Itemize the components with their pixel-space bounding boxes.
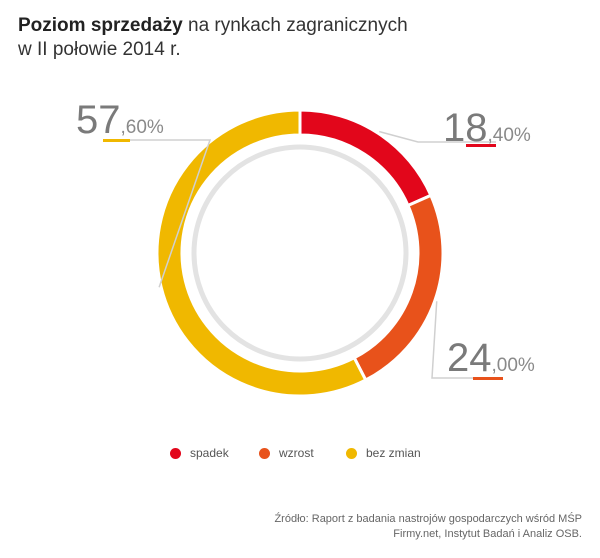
legend-dot-bez-zmian <box>346 447 357 459</box>
label-accent-wzrost <box>473 377 503 380</box>
legend-label-wzrost: wzrost <box>279 446 314 460</box>
data-label-big-bez-zmian: 57 <box>76 98 121 142</box>
data-label-small-wzrost: ,00% <box>492 355 535 376</box>
legend-item-wzrost: wzrost <box>259 446 314 460</box>
label-accent-spadek <box>466 144 496 147</box>
data-label-bez-zmian: 57,60% <box>76 98 164 142</box>
data-label-small-bez-zmian: ,60% <box>121 117 164 138</box>
slice-bez-zmian <box>155 108 368 398</box>
chart-title-rest: na rynkach zagranicznych <box>182 15 408 36</box>
leader-line-spadek <box>379 130 496 143</box>
label-accent-bez-zmian <box>103 139 130 142</box>
data-label-spadek: 18,40% <box>443 106 531 150</box>
data-label-wzrost: 24,00% <box>447 336 535 380</box>
legend: spadek wzrost bez zmian <box>0 446 600 466</box>
legend-item-spadek: spadek <box>170 446 229 460</box>
legend-dot-wzrost <box>259 447 270 459</box>
chart-title-bold: Poziom sprzedaży <box>18 15 183 36</box>
slice-spadek <box>298 108 433 208</box>
chart-title-line2: w II połowie 2014 r. <box>18 39 181 60</box>
chart-title: Poziom sprzedaży na rynkach zagranicznyc… <box>18 14 458 62</box>
legend-dot-spadek <box>170 447 181 459</box>
source-line-1: Źródło: Raport z badania nastrojów gospo… <box>274 513 582 525</box>
data-label-big-wzrost: 24 <box>447 336 492 380</box>
source-line-2: Firmy.net, Instytut Badań i Analiz OSB. <box>393 528 582 540</box>
data-label-big-spadek: 18 <box>443 106 488 150</box>
legend-label-spadek: spadek <box>190 446 229 460</box>
legend-label-bez-zmian: bez zmian <box>366 446 421 460</box>
source-note: Źródło: Raport z badania nastrojów gospo… <box>162 512 582 542</box>
donut-chart: 18,40% 24,00% 57,60% <box>76 98 535 398</box>
legend-item-bez-zmian: bez zmian <box>346 446 421 460</box>
data-label-small-spadek: ,40% <box>488 125 531 146</box>
inner-ring <box>191 144 409 362</box>
leader-line-bez-zmian <box>103 139 212 288</box>
